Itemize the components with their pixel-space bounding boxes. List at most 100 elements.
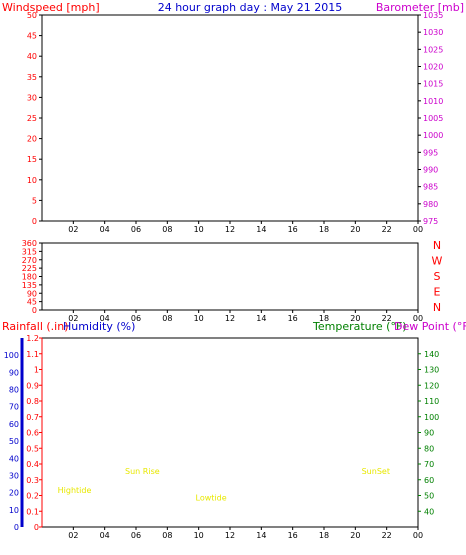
temperature-y-tick-label: 50 (424, 492, 434, 501)
direction-y-tick-label: 315 (22, 247, 37, 256)
rain-y-tick-label: 1 (34, 366, 39, 375)
temperature-y-tick-label: 100 (424, 413, 439, 422)
rain-y-tick-label: 0.7 (26, 413, 39, 422)
direction-x-tick-label: 10 (194, 314, 204, 323)
wind-y-tick-label: 15 (27, 155, 37, 164)
barometer-axis-label: Barometer [mb] (376, 1, 464, 14)
wind-y-tick-label: 45 (27, 32, 37, 41)
wind-x-tick-label: 00 (413, 225, 423, 234)
barometer-y-tick-label: 995 (423, 148, 438, 157)
wind-x-tick-label: 16 (288, 225, 298, 234)
barometer-y-tick-label: 975 (423, 217, 438, 226)
barometer-y-tick-label: 1000 (423, 131, 443, 140)
humidity-y-tick-label: 100 (4, 351, 19, 360)
direction-x-tick-label: 16 (288, 314, 298, 323)
climate-x-tick-label: 08 (162, 531, 172, 540)
wind-x-tick-label: 06 (131, 225, 141, 234)
barometer-y-tick-label: 1035 (423, 11, 443, 20)
climate-x-tick-label: 16 (288, 531, 298, 540)
climate-x-tick-label: 18 (319, 531, 329, 540)
windspeed-axis-label: Windspeed [mph] (2, 1, 100, 14)
rain-y-tick-label: 0.3 (26, 476, 39, 485)
rain-y-tick-label: 0.4 (26, 460, 39, 469)
wind-x-tick-label: 10 (194, 225, 204, 234)
temperature-y-tick-label: 120 (424, 381, 439, 390)
wind-y-tick-label: 25 (27, 114, 37, 123)
temperature-y-tick-label: 70 (424, 460, 434, 469)
wind-x-tick-label: 02 (68, 225, 78, 234)
humidity-y-tick-label: 90 (9, 368, 19, 377)
climate-x-tick-label: 06 (131, 531, 141, 540)
climate-x-tick-label: 14 (256, 531, 266, 540)
wind-y-tick-label: 5 (32, 196, 37, 205)
direction-x-tick-label: 22 (382, 314, 392, 323)
wind-x-tick-label: 18 (319, 225, 329, 234)
direction-y-tick-label: 45 (27, 298, 37, 307)
humidity-y-tick-label: 50 (9, 437, 19, 446)
humidity-y-tick-label: 30 (9, 471, 19, 480)
humidity-y-tick-label: 70 (9, 403, 19, 412)
temperature-y-tick-label: 40 (424, 507, 434, 516)
direction-x-tick-label: 02 (68, 314, 78, 323)
temperature-axis-label: Temperature (°F) (312, 320, 407, 333)
climate-x-tick-label: 04 (100, 531, 110, 540)
direction-x-tick-label: 06 (131, 314, 141, 323)
wind-y-tick-label: 50 (27, 11, 37, 20)
wind-x-tick-label: 14 (256, 225, 266, 234)
direction-y-tick-label: 90 (27, 289, 37, 298)
barometer-y-tick-label: 1025 (423, 45, 443, 54)
humidity-y-tick-label: 0 (14, 523, 19, 532)
rain-y-tick-label: 0.5 (26, 444, 39, 453)
compass-label: S (434, 270, 441, 283)
barometer-y-tick-label: 1005 (423, 114, 443, 123)
climate-x-tick-label: 12 (225, 531, 235, 540)
event-label: Hightide (58, 486, 92, 495)
wind-x-tick-label: 04 (100, 225, 110, 234)
humidity-y-tick-label: 80 (9, 386, 19, 395)
barometer-y-tick-label: 1010 (423, 97, 443, 106)
rain-y-tick-label: 1.2 (26, 334, 39, 343)
temperature-y-tick-label: 130 (424, 366, 439, 375)
wind-y-tick-label: 30 (27, 93, 37, 102)
temperature-y-tick-label: 110 (424, 397, 439, 406)
direction-x-tick-label: 00 (413, 314, 423, 323)
direction-x-tick-label: 18 (319, 314, 329, 323)
dewpoint-axis-label: Dew Point (°F) (394, 320, 466, 333)
barometer-y-tick-label: 1020 (423, 63, 443, 72)
barometer-y-tick-label: 1015 (423, 80, 443, 89)
rain-y-tick-label: 0 (34, 523, 39, 532)
wind-x-tick-label: 12 (225, 225, 235, 234)
rain-y-tick-label: 0.2 (26, 492, 39, 501)
direction-x-tick-label: 20 (350, 314, 360, 323)
compass-label: N (433, 239, 441, 252)
barometer-y-tick-label: 985 (423, 183, 438, 192)
humidity-y-tick-label: 60 (9, 420, 19, 429)
barometer-y-tick-label: 980 (423, 200, 438, 209)
wind-y-tick-label: 20 (27, 135, 37, 144)
climate-panel-frame (41, 337, 419, 528)
event-label: SunSet (362, 467, 390, 476)
barometer-y-tick-label: 1030 (423, 28, 443, 37)
direction-x-tick-label: 04 (100, 314, 110, 323)
rain-y-tick-label: 0.8 (26, 397, 39, 406)
wind-panel-frame (41, 14, 419, 222)
compass-label: N (433, 301, 441, 314)
climate-x-tick-label: 02 (68, 531, 78, 540)
rain-y-tick-label: 0.6 (26, 429, 39, 438)
wind-y-tick-label: 0 (32, 217, 37, 226)
humidity-y-tick-label: 20 (9, 489, 19, 498)
compass-label: W (432, 255, 443, 268)
wind-y-tick-label: 35 (27, 73, 37, 82)
climate-x-tick-label: 22 (382, 531, 392, 540)
temperature-y-tick-label: 90 (424, 429, 434, 438)
rainfall-axis-label: Rainfall (.in) (2, 320, 69, 333)
humidity-axis-label: Humidity (%) (63, 320, 135, 333)
direction-y-tick-label: 135 (22, 281, 37, 290)
barometer-y-tick-label: 990 (423, 166, 438, 175)
wind-x-tick-label: 20 (350, 225, 360, 234)
direction-x-tick-label: 08 (162, 314, 172, 323)
humidity-y-tick-label: 40 (9, 454, 19, 463)
direction-y-tick-label: 270 (22, 256, 37, 265)
compass-label: E (434, 286, 441, 299)
